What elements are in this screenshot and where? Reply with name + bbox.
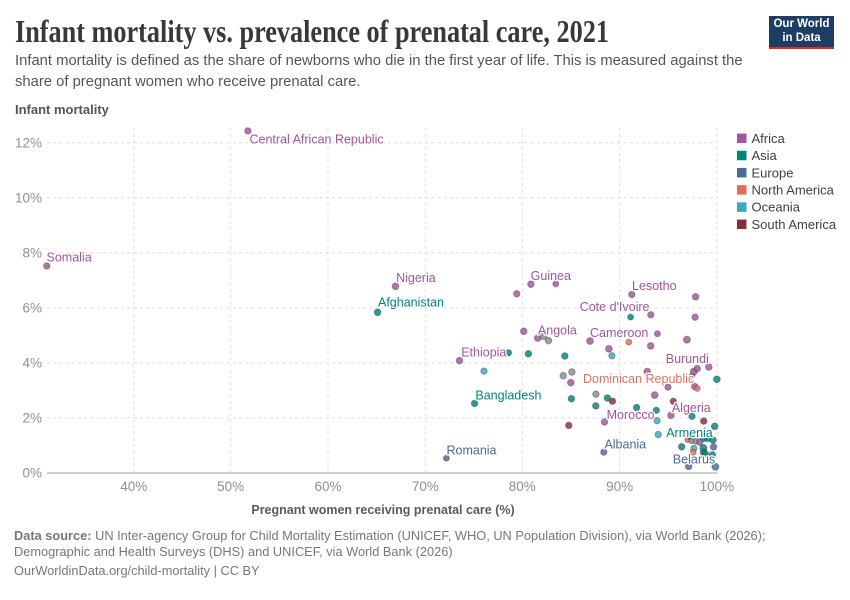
svg-text:100%: 100% <box>700 479 735 494</box>
svg-text:Bangladesh: Bangladesh <box>475 389 541 403</box>
svg-text:Europe: Europe <box>752 165 794 180</box>
svg-text:Belarus: Belarus <box>673 452 715 466</box>
svg-text:Afghanistan: Afghanistan <box>378 296 444 310</box>
svg-text:Lesotho: Lesotho <box>632 279 677 293</box>
svg-text:Central African Republic: Central African Republic <box>250 133 384 147</box>
svg-text:Asia: Asia <box>752 148 778 163</box>
svg-text:Cameroon: Cameroon <box>590 326 648 340</box>
svg-text:8%: 8% <box>22 245 42 260</box>
svg-text:Algeria: Algeria <box>672 401 711 415</box>
svg-text:40%: 40% <box>120 479 147 494</box>
svg-text:Nigeria: Nigeria <box>396 271 436 285</box>
svg-text:South America: South America <box>752 217 837 232</box>
svg-text:Cote d'Ivoire: Cote d'Ivoire <box>580 300 650 314</box>
svg-text:90%: 90% <box>606 479 633 494</box>
svg-text:Albania: Albania <box>604 437 646 451</box>
svg-text:12%: 12% <box>15 135 42 150</box>
svg-text:60%: 60% <box>314 479 341 494</box>
svg-text:Angola: Angola <box>538 324 577 338</box>
svg-text:Armenia: Armenia <box>666 426 713 440</box>
svg-text:Burundi: Burundi <box>666 352 709 366</box>
svg-text:0%: 0% <box>22 466 42 481</box>
svg-text:Pregnant women receiving prena: Pregnant women receiving prenatal care (… <box>251 503 514 517</box>
svg-text:4%: 4% <box>22 356 42 371</box>
svg-text:50%: 50% <box>217 479 244 494</box>
svg-text:Somalia: Somalia <box>47 251 92 265</box>
svg-text:Oceania: Oceania <box>752 200 801 215</box>
svg-text:Africa: Africa <box>752 131 786 146</box>
svg-text:2%: 2% <box>22 411 42 426</box>
svg-text:80%: 80% <box>509 479 536 494</box>
svg-text:6%: 6% <box>22 300 42 315</box>
svg-text:Romania: Romania <box>446 443 496 457</box>
svg-text:Guinea: Guinea <box>531 269 571 283</box>
svg-text:Ethiopia: Ethiopia <box>461 346 506 360</box>
svg-text:70%: 70% <box>412 479 439 494</box>
svg-text:10%: 10% <box>15 190 42 205</box>
svg-text:North America: North America <box>752 183 835 198</box>
svg-text:Morocco: Morocco <box>607 408 655 422</box>
svg-text:Dominican Republic: Dominican Republic <box>583 372 694 386</box>
